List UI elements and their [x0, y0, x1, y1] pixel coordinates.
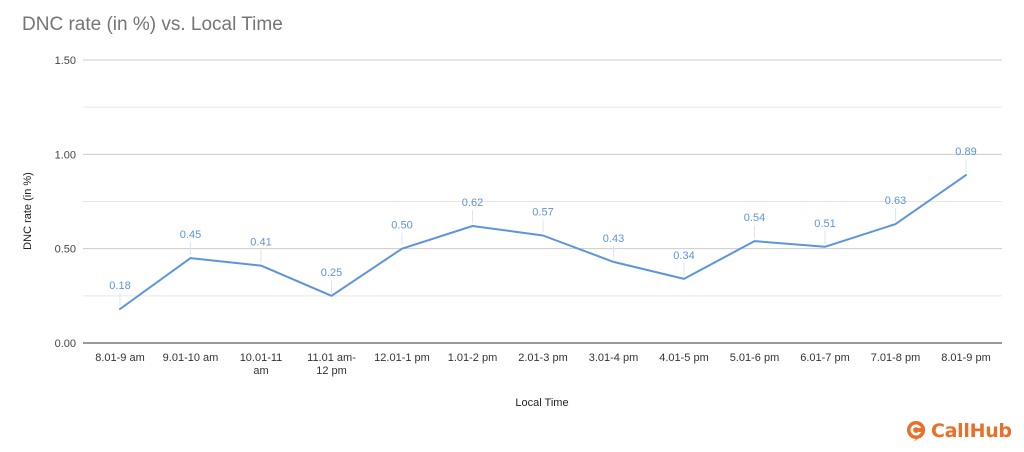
y-tick-label: 1.00: [55, 149, 76, 161]
x-tick-label: 12.01-1 pm: [374, 352, 430, 364]
chat-bubble-icon: [907, 420, 926, 442]
x-tick-label: 5.01-6 pm: [730, 352, 780, 364]
x-tick-label: 8.01-9 am: [95, 352, 145, 364]
data-label: 0.34: [673, 250, 694, 262]
data-label: 0.51: [814, 218, 835, 230]
y-tick-label: 1.50: [55, 55, 76, 67]
data-label: 0.18: [109, 280, 130, 292]
data-label: 0.63: [885, 195, 906, 207]
x-tick-label: 2.01-3 pm: [518, 352, 568, 364]
x-tick-label: 11.01 am-12 pm: [307, 352, 356, 377]
series-line-path: [119, 174, 967, 310]
x-tick-label: 10.01-11 am: [240, 352, 283, 377]
data-label: 0.54: [744, 212, 765, 224]
y-tick-label: 0.50: [55, 244, 76, 256]
brand-name: CallHub: [931, 420, 1012, 442]
x-tick-label: 7.01-8 pm: [871, 352, 921, 364]
callhub-logo: CallHub: [905, 417, 1012, 445]
chart-title: DNC rate (in %) vs. Local Time: [22, 14, 283, 35]
y-tick-label: 0.00: [55, 338, 76, 350]
data-label: 0.62: [462, 197, 483, 209]
x-tick-label: 6.01-7 pm: [800, 352, 850, 364]
x-tick-label: 3.01-4 pm: [589, 352, 639, 364]
y-axis-label: DNC rate (in %): [22, 172, 34, 250]
data-label: 0.41: [250, 237, 271, 249]
x-tick-label: 1.01-2 pm: [448, 352, 498, 364]
x-tick-label: 9.01-10 am: [163, 352, 219, 364]
x-tick-labels: 8.01-9 am 9.01-10 am 10.01-11 am 11.01 am-12…: [95, 352, 991, 377]
y-tick-labels: 0.00 0.50 1.00 1.50: [55, 55, 76, 350]
gridlines: [83, 59, 1002, 344]
data-label: 0.25: [321, 267, 342, 279]
data-label: 0.50: [391, 220, 412, 232]
data-label: 0.45: [180, 229, 201, 241]
data-label: 0.89: [955, 146, 976, 158]
x-axis-label: Local Time: [515, 397, 568, 409]
data-labels: 0.18 0.45 0.41 0.25 0.50 0.62 0.57 0.43 0.34 0.54…: [109, 146, 977, 307]
data-label: 0.57: [532, 206, 553, 218]
x-tick-label: 8.01-9 pm: [941, 352, 991, 364]
data-label: 0.43: [603, 233, 624, 245]
x-tick-label: 4.01-5 pm: [659, 352, 709, 364]
series-line: [119, 174, 967, 310]
